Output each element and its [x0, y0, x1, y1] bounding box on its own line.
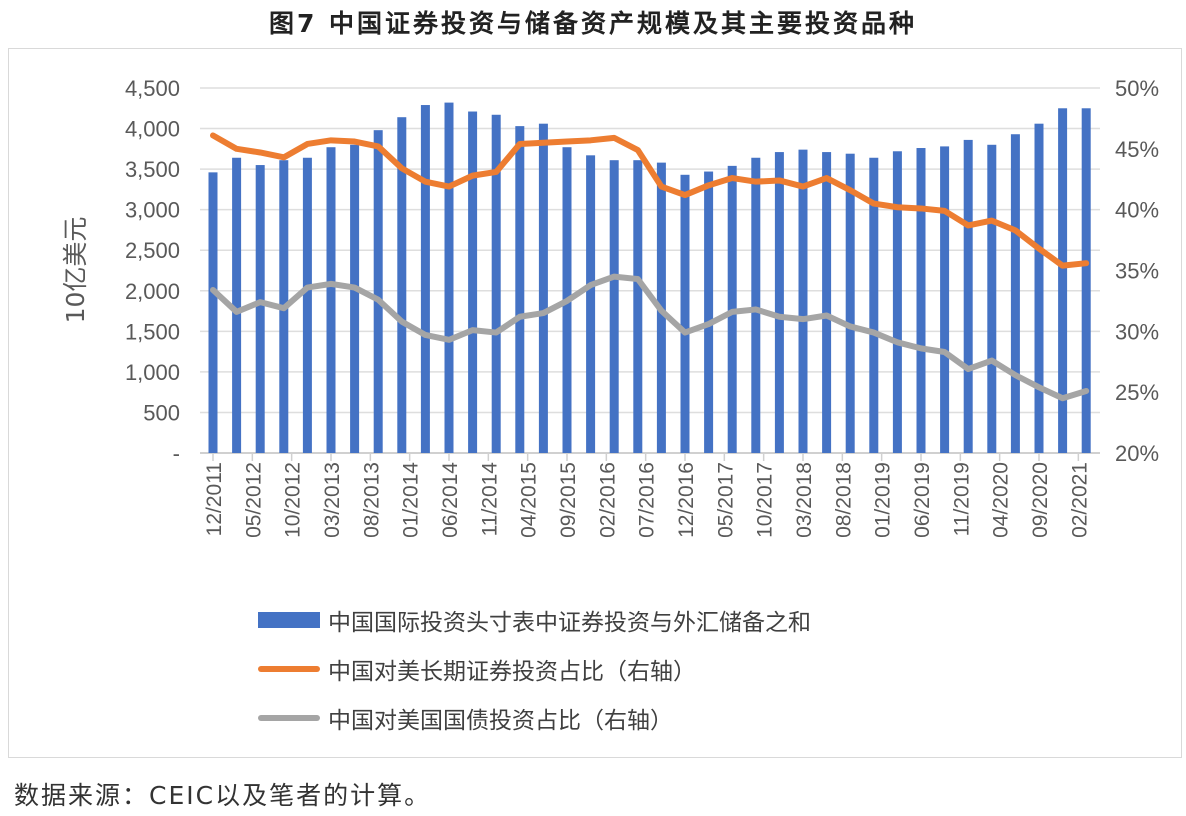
x-tick-label: 06/2014 [439, 462, 462, 538]
x-tick-label: 06/2019 [911, 462, 934, 538]
x-tick-label: 12/2011 [203, 462, 226, 536]
x-tick-label: 08/2013 [360, 462, 383, 538]
bar [326, 147, 336, 453]
y2-tick-label: 40% [1115, 198, 1159, 223]
figure-title: 图7 中国证券投资与储备资产规模及其主要投资品种 [268, 9, 918, 38]
x-tick-label: 07/2016 [636, 462, 659, 538]
x-tick-label: 02/2021 [1068, 462, 1091, 538]
y2-tick-label: 30% [1115, 319, 1159, 344]
line-gray [210, 273, 1090, 402]
x-tick-label: 01/2014 [400, 462, 423, 538]
x-tick-label: 02/2016 [596, 462, 619, 538]
bar [373, 130, 383, 453]
y-tick-label: 2,000 [125, 279, 180, 304]
bar [1034, 123, 1044, 453]
y2-tick-label: 20% [1115, 441, 1159, 466]
bar [963, 139, 973, 453]
y2-tick-label: 50% [1115, 76, 1159, 101]
legend-item-bar: 中国国际投资头寸表中证券投资与外汇储备之和 [258, 603, 811, 637]
y-tick-label: 1,000 [125, 360, 180, 385]
bar [633, 160, 643, 453]
legend-swatch-bar [258, 612, 320, 628]
bar [586, 155, 596, 454]
x-tick-label: 03/2018 [793, 462, 816, 538]
bar [1010, 134, 1020, 453]
bar [302, 157, 312, 453]
bar [869, 157, 879, 453]
x-tick-label: 09/2020 [1029, 462, 1052, 538]
bar [987, 144, 997, 453]
bar [468, 111, 478, 454]
bar [774, 152, 784, 454]
bar [798, 149, 808, 453]
bar [397, 117, 407, 453]
bar [232, 157, 242, 453]
x-tick-label: 10/2012 [282, 462, 305, 538]
x-tick-label: 04/2020 [990, 462, 1013, 538]
y-tick-label: 500 [143, 400, 180, 425]
x-tick-label: 11/2019 [950, 462, 973, 536]
x-tick-label: 03/2013 [321, 462, 344, 538]
x-tick-label: 11/2014 [478, 462, 501, 537]
bar [680, 174, 690, 454]
line-orange [210, 132, 1090, 269]
y-tick-label: 4,500 [125, 76, 180, 101]
y2-tick-label: 35% [1115, 259, 1159, 284]
x-tick-label: 05/2017 [714, 462, 737, 538]
bar [1058, 108, 1068, 454]
x-tick-label: 05/2012 [242, 462, 265, 538]
y-axis-title: 10亿美元 [61, 217, 90, 324]
y-tick-label: 3,500 [125, 157, 180, 182]
y2-tick-label: 45% [1115, 137, 1159, 162]
bar [704, 171, 714, 454]
legend-label: 中国国际投资头寸表中证券投资与外汇储备之和 [328, 610, 811, 636]
legend-item-gray: 中国对美国国债投资占比（右轴） [258, 701, 673, 735]
bar [420, 105, 430, 454]
x-tick-label: 04/2015 [518, 462, 541, 538]
x-tick-label: 09/2015 [557, 462, 580, 538]
y-tick-label: 4,000 [125, 117, 180, 142]
bar [515, 126, 525, 453]
legend-swatch-orange [258, 666, 320, 672]
source-note: 数据来源：CEIC以及笔者的计算。 [14, 781, 432, 810]
x-tick-label: 12/2016 [675, 462, 698, 538]
bar [940, 146, 950, 453]
y2-tick-label: 25% [1115, 380, 1159, 405]
bar [609, 160, 619, 453]
bar [491, 114, 501, 454]
bar [822, 152, 832, 454]
legend-swatch-gray [258, 715, 320, 721]
bar [1081, 108, 1091, 454]
x-tick-label: 10/2017 [754, 462, 777, 538]
bar [538, 123, 548, 453]
bar [845, 153, 855, 453]
x-tick-label: 08/2018 [832, 462, 855, 538]
bar [892, 151, 902, 453]
legend-item-orange: 中国对美长期证券投资占比（右轴） [258, 652, 696, 686]
chart-frame [8, 48, 1182, 758]
y-tick-label: 2,500 [125, 238, 180, 263]
y-tick-label: 1,500 [125, 319, 180, 344]
bar [916, 148, 926, 453]
bar [751, 157, 761, 453]
legend-label: 中国对美国国债投资占比（右轴） [328, 708, 673, 734]
bar [255, 165, 265, 454]
bar [350, 144, 360, 453]
y-tick-label: 3,000 [125, 198, 180, 223]
y-tick-label: - [173, 441, 180, 466]
x-tick-label: 01/2019 [872, 462, 895, 538]
bar [208, 172, 218, 453]
bar [444, 102, 454, 453]
legend-label: 中国对美长期证券投资占比（右轴） [328, 659, 696, 685]
